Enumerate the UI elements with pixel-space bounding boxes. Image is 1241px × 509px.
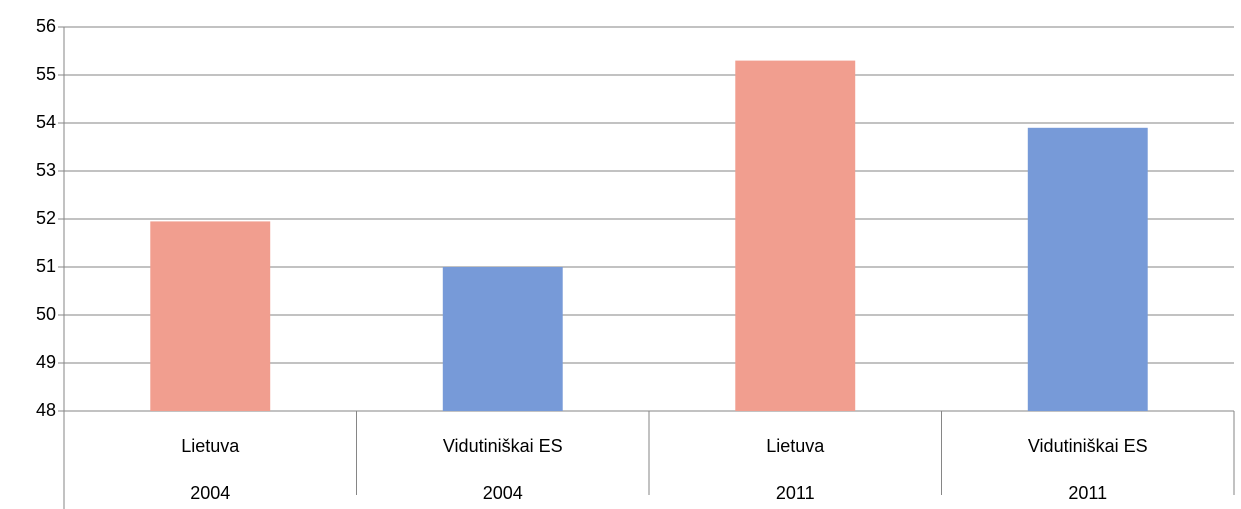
bar	[150, 221, 271, 411]
y-tick-label: 49	[36, 352, 56, 372]
x-tick-label: Vidutiniškai ES	[443, 436, 563, 456]
x-tick-label: Lietuva	[766, 436, 825, 456]
y-tick-label: 54	[36, 112, 56, 132]
x-group-label: 2011	[1068, 483, 1107, 503]
x-tick-label: Vidutiniškai ES	[1028, 436, 1148, 456]
bar	[735, 60, 856, 411]
y-tick-label: 56	[36, 16, 56, 36]
y-tick-label: 53	[36, 160, 56, 180]
y-tick-label: 52	[36, 208, 56, 228]
x-group-label: 2004	[483, 483, 523, 503]
y-tick-label: 55	[36, 64, 56, 84]
x-group-label: 2004	[190, 483, 230, 503]
y-tick-label: 48	[36, 400, 56, 420]
x-tick-label: Lietuva	[181, 436, 240, 456]
bar	[442, 267, 563, 411]
bar	[1027, 127, 1148, 412]
y-tick-label: 50	[36, 304, 56, 324]
x-group-label: 2011	[776, 483, 815, 503]
y-tick-label: 51	[36, 256, 56, 276]
